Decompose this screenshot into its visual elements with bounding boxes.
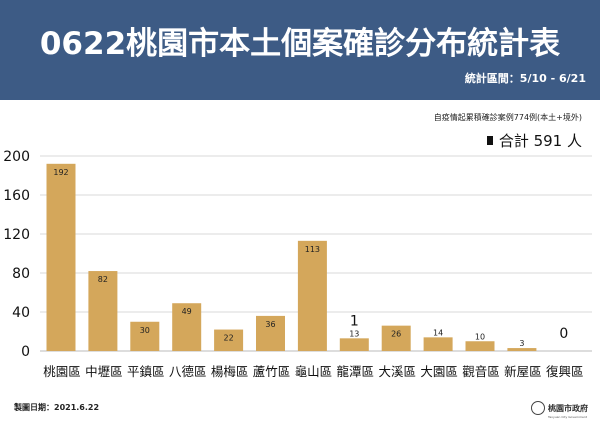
x-tick-label: 桃園區 bbox=[43, 364, 81, 379]
data-label: 22 bbox=[224, 334, 234, 343]
x-tick-label: 龍潭區 bbox=[337, 364, 375, 379]
data-label: 192 bbox=[53, 168, 68, 177]
bar-蘆竹區 bbox=[256, 315, 285, 351]
data-label: 10 bbox=[475, 332, 485, 341]
x-tick-label: 平鎮區 bbox=[127, 364, 165, 379]
data-label: 14 bbox=[433, 328, 443, 337]
data-label: 113 bbox=[305, 245, 320, 254]
y-tick-label: 160 bbox=[3, 188, 30, 204]
bar-大溪區 bbox=[381, 325, 411, 351]
logo-subtext: Taoyuan City Government bbox=[548, 415, 587, 419]
bar-大園區 bbox=[423, 337, 453, 351]
x-tick-label: 新屋區 bbox=[504, 364, 542, 379]
cumulative-note: 自疫情起累積確診案例774例(本土+境外) bbox=[433, 113, 582, 122]
data-label: 3 bbox=[519, 339, 524, 348]
bar-八德區 bbox=[172, 303, 202, 351]
x-tick-label: 楊梅區 bbox=[211, 364, 249, 379]
x-tick-label: 大園區 bbox=[420, 364, 458, 379]
bar-龍潭區 bbox=[339, 338, 369, 351]
x-tick-label: 八德區 bbox=[169, 364, 207, 379]
total-label: 合計 591 人 bbox=[486, 130, 582, 151]
x-tick-label: 中壢區 bbox=[85, 364, 123, 379]
x-tick-label: 大溪區 bbox=[378, 364, 416, 379]
y-tick-label: 120 bbox=[3, 227, 30, 243]
chart-date: 製圖日期：2021.6.22 bbox=[14, 403, 100, 412]
bar-楊梅區 bbox=[214, 329, 244, 351]
bar-新屋區 bbox=[507, 348, 537, 351]
total-text: 合計 591 人 bbox=[498, 132, 582, 150]
data-label: 26 bbox=[391, 330, 401, 339]
x-tick-label: 觀音區 bbox=[462, 364, 500, 379]
bar-桃園區 bbox=[46, 163, 76, 351]
y-tick-label: 80 bbox=[12, 266, 30, 282]
page-title: 0622桃園市本土個案確診分布統計表 bbox=[39, 26, 561, 62]
x-tick-label: 復興區 bbox=[546, 364, 584, 379]
y-tick-label: 0 bbox=[21, 344, 30, 360]
bar-龜山區 bbox=[297, 240, 327, 351]
y-tick-label: 40 bbox=[12, 305, 30, 321]
data-label: 13 bbox=[349, 329, 359, 338]
logo-text: 桃園市政府 bbox=[548, 404, 588, 413]
y-tick-label: 200 bbox=[3, 149, 30, 165]
x-tick-label: 蘆竹區 bbox=[253, 364, 291, 379]
government-logo: 桃園市政府 Taoyuan City Government bbox=[531, 396, 588, 419]
annotation-龍潭區: 1 bbox=[350, 313, 359, 329]
city-seal-icon bbox=[531, 400, 545, 415]
data-label: 36 bbox=[265, 320, 275, 329]
square-bullet-icon bbox=[486, 136, 493, 145]
header-banner: 0622桃園市本土個案確診分布統計表 統計區間：5/10 - 6/21 bbox=[0, 0, 600, 100]
data-label: 82 bbox=[98, 275, 108, 284]
bar-中壢區 bbox=[88, 271, 118, 351]
bar-觀音區 bbox=[465, 341, 495, 351]
annotation-復興區: 0 bbox=[559, 326, 568, 342]
data-label: 49 bbox=[182, 307, 192, 316]
data-label: 30 bbox=[140, 326, 150, 335]
period-label: 統計區間：5/10 - 6/21 bbox=[464, 72, 586, 85]
x-tick-label: 龜山區 bbox=[295, 364, 333, 379]
bar-平鎮區 bbox=[130, 321, 160, 351]
